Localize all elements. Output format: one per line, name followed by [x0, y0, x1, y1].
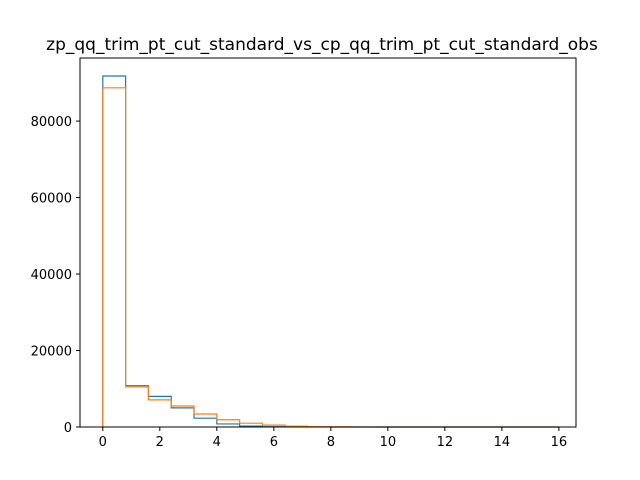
x-tick-label: 14: [494, 435, 511, 450]
x-tick-label: 4: [213, 435, 221, 450]
chart-title: zp_qq_trim_pt_cut_standard_vs_cp_qq_trim…: [46, 35, 598, 55]
y-tick-label: 80000: [31, 115, 72, 130]
x-tick-label: 12: [437, 435, 454, 450]
y-tick-label: 0: [64, 421, 72, 436]
y-tick-label: 40000: [31, 268, 72, 283]
series-layer: [102, 75, 559, 428]
histogram-series-1: [102, 75, 559, 428]
histogram-bin-s2-6: [240, 423, 263, 427]
x-tick-label: 0: [99, 435, 107, 450]
x-tick-label: 16: [551, 435, 568, 450]
plot-frame: [79, 57, 577, 428]
histogram-bin-s2-1: [126, 387, 149, 427]
x-tick-label: 6: [270, 435, 278, 450]
histogram-bin-s2-5: [217, 420, 240, 427]
y-tick-label: 60000: [31, 192, 72, 207]
histogram-bin-s2-4: [194, 414, 217, 427]
x-axis: 0 2 4 6 8 10 12 14 16: [99, 427, 568, 450]
histogram-series-2: [102, 87, 559, 428]
y-tick-label: 20000: [31, 345, 72, 360]
histogram-bin-s2-0: [103, 88, 126, 427]
y-axis: 0 20000 40000 60000 80000: [31, 115, 80, 436]
histogram-bin-s2-3: [171, 406, 194, 427]
x-tick-label: 8: [327, 435, 335, 450]
histogram-bin-s2-2: [148, 400, 171, 427]
x-tick-label: 10: [380, 435, 397, 450]
x-tick-label: 2: [156, 435, 164, 450]
